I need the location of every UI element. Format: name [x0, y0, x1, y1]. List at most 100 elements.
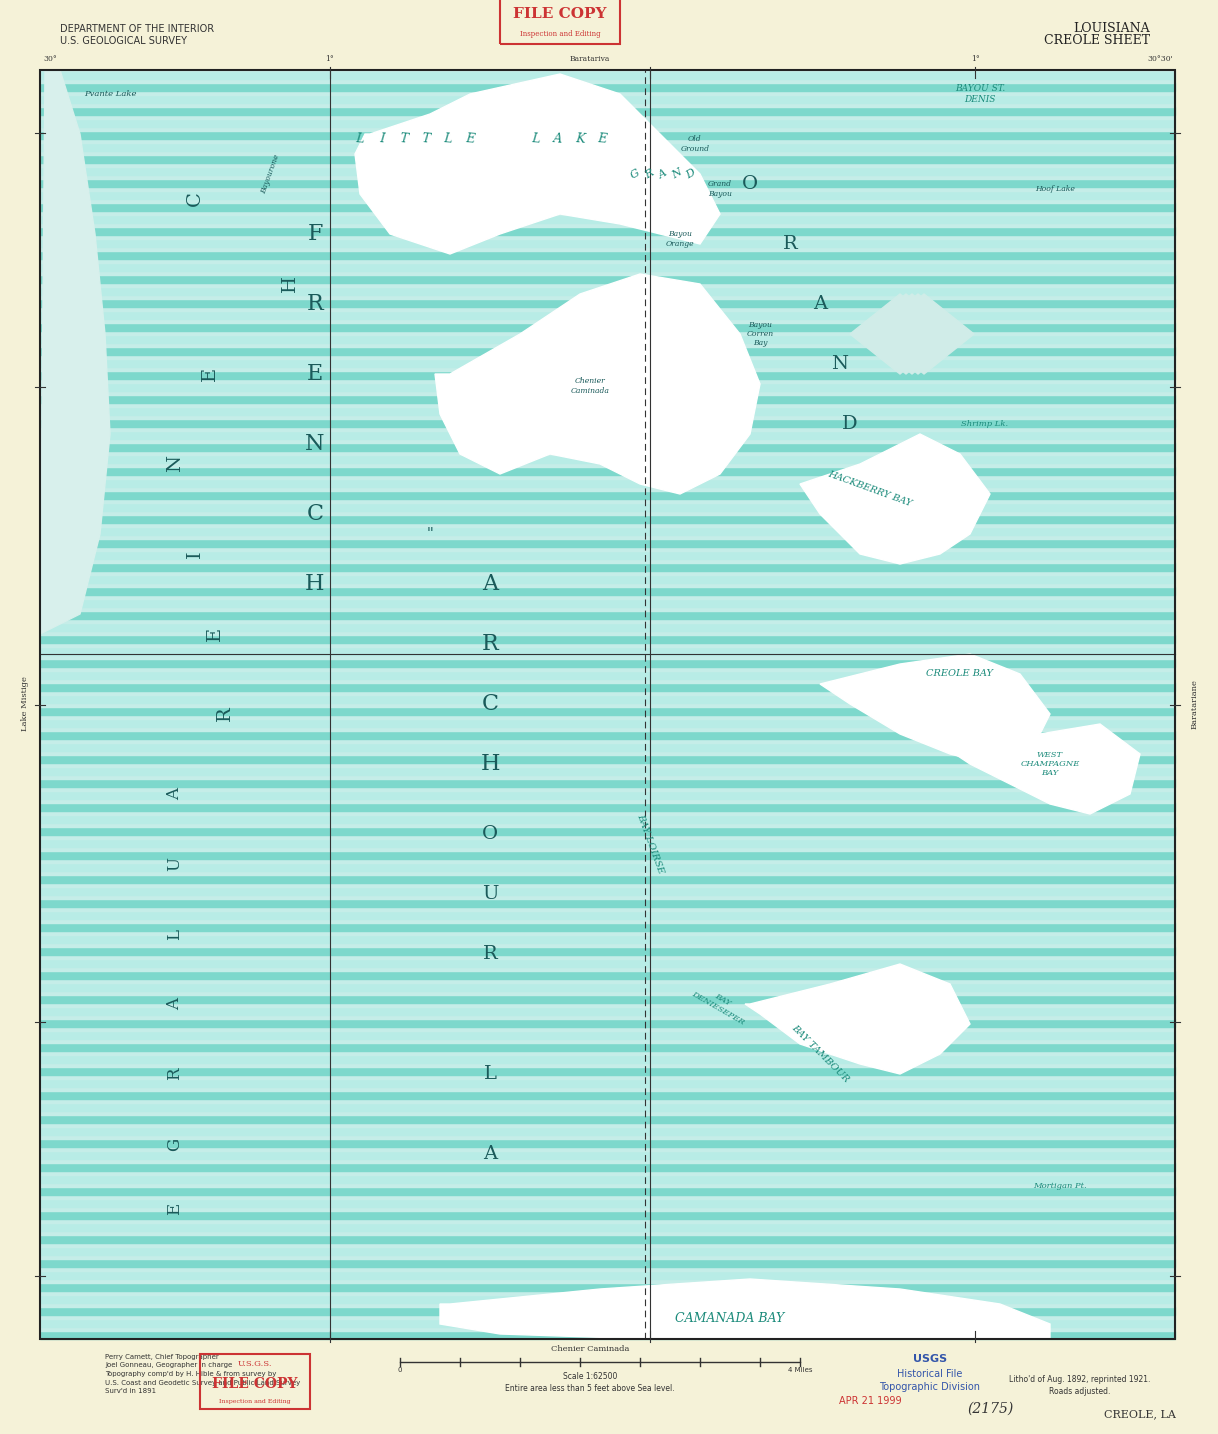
Text: L: L	[443, 132, 453, 146]
Text: H: H	[281, 275, 298, 293]
Text: E: E	[307, 363, 323, 384]
Text: Bayourone: Bayourone	[259, 153, 281, 195]
Bar	[40, 191, 1175, 199]
Bar	[40, 334, 1175, 343]
Text: WEST
CHAMPAGNE
BAY: WEST CHAMPAGNE BAY	[1021, 751, 1079, 777]
Text: BAY
DENIESEPER: BAY DENIESEPER	[689, 982, 750, 1027]
Bar	[40, 1318, 1175, 1326]
Text: N: N	[670, 168, 683, 181]
Text: '': ''	[426, 528, 434, 541]
Text: CREOLE BAY: CREOLE BAY	[927, 670, 994, 678]
Bar	[40, 1210, 1175, 1219]
Bar	[40, 859, 1175, 862]
Polygon shape	[440, 1279, 1050, 1339]
Bar	[40, 995, 1175, 1002]
Text: E: E	[201, 367, 219, 381]
Bar	[40, 1018, 1175, 1027]
Text: D: D	[842, 414, 857, 433]
Bar	[40, 835, 1175, 839]
Bar	[40, 815, 1175, 823]
Text: Inspection and Editing: Inspection and Editing	[520, 30, 600, 37]
Bar	[40, 356, 1175, 358]
Bar	[40, 106, 1175, 115]
Text: E: E	[206, 627, 224, 641]
Bar	[40, 899, 1175, 906]
Bar	[40, 95, 1175, 103]
Bar	[40, 490, 1175, 499]
Bar	[40, 502, 1175, 511]
Bar	[40, 799, 1175, 803]
Bar	[40, 1002, 1175, 1007]
Text: U: U	[482, 885, 498, 903]
Text: Chenier
Caminada: Chenier Caminada	[570, 377, 609, 394]
Bar	[40, 727, 1175, 730]
Text: Topographic Division: Topographic Division	[879, 1382, 980, 1392]
Text: Bayou
Corren
Bay: Bayou Corren Bay	[747, 321, 773, 347]
Text: C: C	[481, 693, 498, 716]
Bar	[40, 571, 1175, 575]
Bar	[40, 546, 1175, 551]
Text: BAY LOIRSE: BAY LOIRSE	[635, 813, 665, 875]
Bar	[40, 307, 1175, 311]
Bar	[40, 895, 1175, 899]
Bar	[40, 443, 1175, 452]
Bar	[40, 1326, 1175, 1331]
Text: G: G	[628, 168, 642, 181]
Bar	[40, 1235, 1175, 1243]
Bar	[40, 703, 1175, 707]
Bar	[40, 935, 1175, 944]
Text: A: A	[167, 998, 184, 1010]
Text: Pvante Lake: Pvante Lake	[84, 90, 136, 98]
Bar	[40, 251, 1175, 260]
Text: A: A	[167, 789, 184, 800]
Bar	[40, 763, 1175, 767]
Bar	[40, 523, 1175, 526]
Bar	[40, 539, 1175, 546]
Bar	[40, 90, 1175, 95]
Bar	[40, 982, 1175, 991]
Text: O: O	[482, 825, 498, 843]
Text: Bayou
Orange: Bayou Orange	[666, 231, 694, 248]
Bar	[40, 1246, 1175, 1255]
Bar	[40, 282, 1175, 287]
Bar	[40, 730, 1175, 739]
Bar	[40, 1078, 1175, 1087]
Bar	[40, 186, 1175, 191]
Text: Baratariva: Baratariva	[570, 54, 610, 63]
Bar	[40, 128, 1175, 130]
Text: Shrimp Lk.: Shrimp Lk.	[961, 420, 1009, 427]
Text: Scale 1:62500: Scale 1:62500	[563, 1372, 618, 1381]
Bar	[40, 1223, 1175, 1230]
Bar	[40, 803, 1175, 812]
Bar	[40, 1150, 1175, 1159]
Bar	[40, 707, 1175, 716]
Text: C: C	[307, 503, 324, 525]
Bar	[40, 559, 1175, 562]
Bar	[40, 1031, 1175, 1040]
Text: N: N	[306, 433, 325, 455]
Bar	[40, 1043, 1175, 1051]
Bar	[40, 1040, 1175, 1043]
Text: A: A	[482, 574, 498, 595]
Text: A: A	[553, 132, 563, 146]
Text: Hoof Lake: Hoof Lake	[1035, 185, 1075, 194]
Text: E: E	[167, 1203, 184, 1215]
Text: N: N	[832, 356, 849, 373]
Bar	[40, 839, 1175, 847]
Text: Baratariane: Baratariane	[1191, 680, 1199, 728]
Bar	[40, 754, 1175, 763]
Bar	[40, 274, 1175, 282]
Bar	[40, 779, 1175, 787]
Polygon shape	[745, 964, 970, 1074]
Text: HACKBERRY BAY: HACKBERRY BAY	[827, 469, 914, 509]
Bar	[40, 452, 1175, 455]
Bar	[40, 1051, 1175, 1054]
Bar	[40, 967, 1175, 971]
Bar	[40, 262, 1175, 271]
Bar	[40, 1090, 1175, 1098]
Text: Lake Mistige: Lake Mistige	[21, 677, 29, 731]
Bar	[40, 1139, 1175, 1147]
Bar	[40, 70, 1175, 79]
Bar	[40, 358, 1175, 367]
Bar	[40, 1199, 1175, 1207]
